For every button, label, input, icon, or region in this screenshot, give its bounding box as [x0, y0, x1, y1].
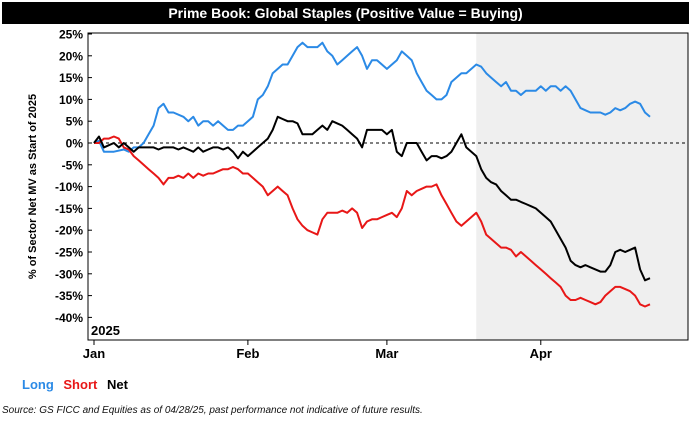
source-note: Source: GS FICC and Equities as of 04/28… — [2, 405, 423, 416]
y-tick-label: 10% — [59, 93, 83, 107]
series-line-net — [93, 115, 651, 282]
y-tick-label: -10% — [55, 180, 83, 194]
legend: Long Short Net — [22, 377, 134, 392]
y-tick-label: -35% — [55, 289, 83, 303]
legend-net: Net — [106, 377, 128, 392]
y-tick-label: -15% — [55, 202, 83, 216]
legend-short: Short — [63, 377, 98, 392]
x-tick-label-apr: Apr — [530, 346, 552, 361]
y-axis-label: % of Sector Net MV as Start of 2025 — [27, 94, 39, 279]
y-tick-label: -30% — [55, 267, 83, 281]
x-tick-label-mar: Mar — [375, 346, 398, 361]
legend-long: Long — [22, 377, 54, 392]
y-tick-label: 0% — [66, 137, 84, 151]
x-tick-label-feb: Feb — [236, 346, 259, 361]
series-line-short — [94, 135, 651, 308]
y-tick-label: 25% — [59, 28, 83, 42]
series-line-long — [93, 41, 651, 153]
y-tick-label: -40% — [55, 311, 83, 325]
year-label: 2025 — [91, 323, 120, 338]
shaded-region — [476, 33, 688, 340]
x-tick-label-jan: Jan — [83, 346, 105, 361]
chart-title: Prime Book: Global Staples (Positive Val… — [2, 2, 689, 24]
y-tick-label: 20% — [59, 49, 83, 63]
y-tick-label: 5% — [66, 115, 84, 129]
y-tick-label: -25% — [55, 246, 83, 260]
y-tick-label: -20% — [55, 224, 83, 238]
y-tick-label: 15% — [59, 71, 83, 85]
y-tick-label: -5% — [62, 158, 84, 172]
